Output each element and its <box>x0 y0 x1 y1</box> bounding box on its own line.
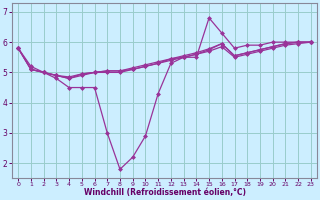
X-axis label: Windchill (Refroidissement éolien,°C): Windchill (Refroidissement éolien,°C) <box>84 188 245 197</box>
